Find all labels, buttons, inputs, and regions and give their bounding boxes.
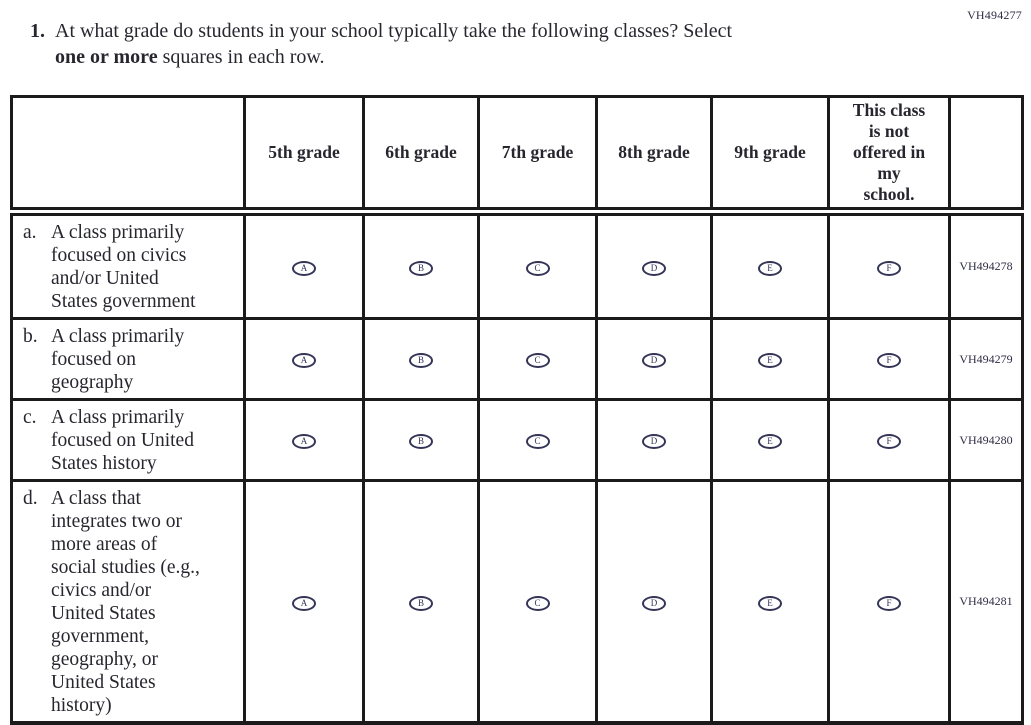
- option-cell: D: [595, 317, 713, 401]
- option-cell: E: [710, 398, 830, 482]
- answer-bubble-a[interactable]: A: [292, 353, 316, 368]
- answer-bubble-d[interactable]: D: [642, 434, 666, 449]
- option-cell: A: [243, 317, 365, 401]
- row-accession-code: VH494280: [948, 398, 1024, 482]
- table-row-c: c. A class primarily focused on United Sta…: [10, 398, 1024, 482]
- option-cell: A: [243, 398, 365, 482]
- header-row: 5th grade 6th grade 7th grade 8th grade …: [10, 95, 1024, 216]
- answer-bubble-b[interactable]: B: [409, 595, 433, 611]
- answer-bubble-b[interactable]: B: [409, 353, 433, 368]
- row-letter: d.: [23, 488, 38, 509]
- option-cell: B: [362, 398, 480, 482]
- option-cell: C: [477, 210, 598, 320]
- answer-bubble-e[interactable]: E: [758, 353, 782, 368]
- option-cell: F: [827, 479, 951, 725]
- row-letter: a.: [23, 222, 37, 243]
- answer-bubble-e[interactable]: E: [758, 260, 782, 276]
- header-cell-code-empty: [948, 95, 1024, 216]
- option-cell: B: [362, 479, 480, 725]
- option-cell: F: [827, 210, 951, 320]
- row-label: A class that integrates two or more areas …: [51, 488, 200, 716]
- column-header-5th-grade: 5th grade: [243, 95, 365, 216]
- option-cell: B: [362, 210, 480, 320]
- row-accession-code: VH494279: [948, 317, 1024, 401]
- row-label: A class primarily focused on civics and/or…: [51, 222, 196, 312]
- answer-bubble-c[interactable]: C: [525, 595, 550, 611]
- question-text: At what grade do students in your school…: [55, 18, 732, 70]
- header-cell-empty: [10, 95, 246, 216]
- option-cell: D: [595, 210, 713, 320]
- option-cell: D: [595, 479, 713, 725]
- option-cell: F: [827, 398, 951, 482]
- label-cell: a. A class primarily focused on civics and…: [10, 210, 246, 320]
- column-header-7th-grade: 7th grade: [477, 95, 598, 216]
- answer-bubble-d[interactable]: D: [642, 595, 666, 611]
- answer-bubble-d[interactable]: D: [642, 260, 666, 276]
- answer-bubble-f[interactable]: F: [877, 260, 901, 276]
- column-header-not-offered: This class is not offered in my school.: [827, 95, 951, 216]
- option-cell: D: [595, 398, 713, 482]
- table-row-d: d. A class that integrates two or more are…: [10, 479, 1024, 725]
- row-letter: b.: [23, 326, 38, 347]
- option-cell: E: [710, 317, 830, 401]
- option-cell: A: [243, 210, 365, 320]
- option-cell: B: [362, 317, 480, 401]
- row-letter: c.: [23, 407, 37, 428]
- row-label: A class primarily focused on United States…: [51, 407, 194, 474]
- answer-bubble-f[interactable]: F: [877, 595, 901, 611]
- row-accession-code: VH494278: [948, 210, 1024, 320]
- option-cell: E: [710, 210, 830, 320]
- row-label: A class primarily focused on geography: [51, 326, 185, 393]
- label-cell: c. A class primarily focused on United Sta…: [10, 398, 246, 482]
- answer-bubble-b[interactable]: B: [409, 260, 433, 276]
- answer-bubble-a[interactable]: A: [292, 260, 316, 276]
- option-cell: C: [477, 479, 598, 725]
- answer-bubble-d[interactable]: D: [642, 353, 666, 368]
- table-row-b: b. A class primarily focused on geography …: [10, 317, 1024, 401]
- row-accession-code: VH494281: [948, 479, 1024, 725]
- label-cell: d. A class that integrates two or more are…: [10, 479, 246, 725]
- label-cell: b. A class primarily focused on geography: [10, 317, 246, 401]
- option-cell: F: [827, 317, 951, 401]
- grade-selection-table: 5th grade 6th grade 7th grade 8th grade …: [10, 95, 1024, 725]
- option-cell: A: [243, 479, 365, 725]
- answer-bubble-e[interactable]: E: [758, 434, 782, 449]
- table-row-a: a. A class primarily focused on civics and…: [10, 210, 1024, 320]
- answer-bubble-e[interactable]: E: [758, 595, 782, 611]
- answer-bubble-a[interactable]: A: [292, 434, 316, 449]
- question-number: 1.: [30, 20, 45, 42]
- question-block: 1. At what grade do students in your sch…: [30, 18, 732, 70]
- column-header-6th-grade: 6th grade: [362, 95, 480, 216]
- answer-bubble-a[interactable]: A: [292, 595, 316, 611]
- page-accession-code: VH494277: [967, 8, 1022, 22]
- question-line2-rest: squares in each row.: [157, 46, 325, 68]
- answer-bubble-f[interactable]: F: [877, 353, 901, 368]
- answer-bubble-c[interactable]: C: [525, 260, 550, 276]
- answer-bubble-b[interactable]: B: [409, 434, 433, 449]
- answer-bubble-c[interactable]: C: [525, 434, 550, 449]
- option-cell: E: [710, 479, 830, 725]
- option-cell: C: [477, 317, 598, 401]
- question-bold-phrase: one or more: [55, 46, 158, 68]
- answer-bubble-f[interactable]: F: [877, 434, 901, 449]
- column-header-8th-grade: 8th grade: [595, 95, 713, 216]
- answer-bubble-c[interactable]: C: [525, 353, 550, 368]
- question-line1: At what grade do students in your school…: [55, 20, 733, 42]
- option-cell: C: [477, 398, 598, 482]
- column-header-9th-grade: 9th grade: [710, 95, 830, 216]
